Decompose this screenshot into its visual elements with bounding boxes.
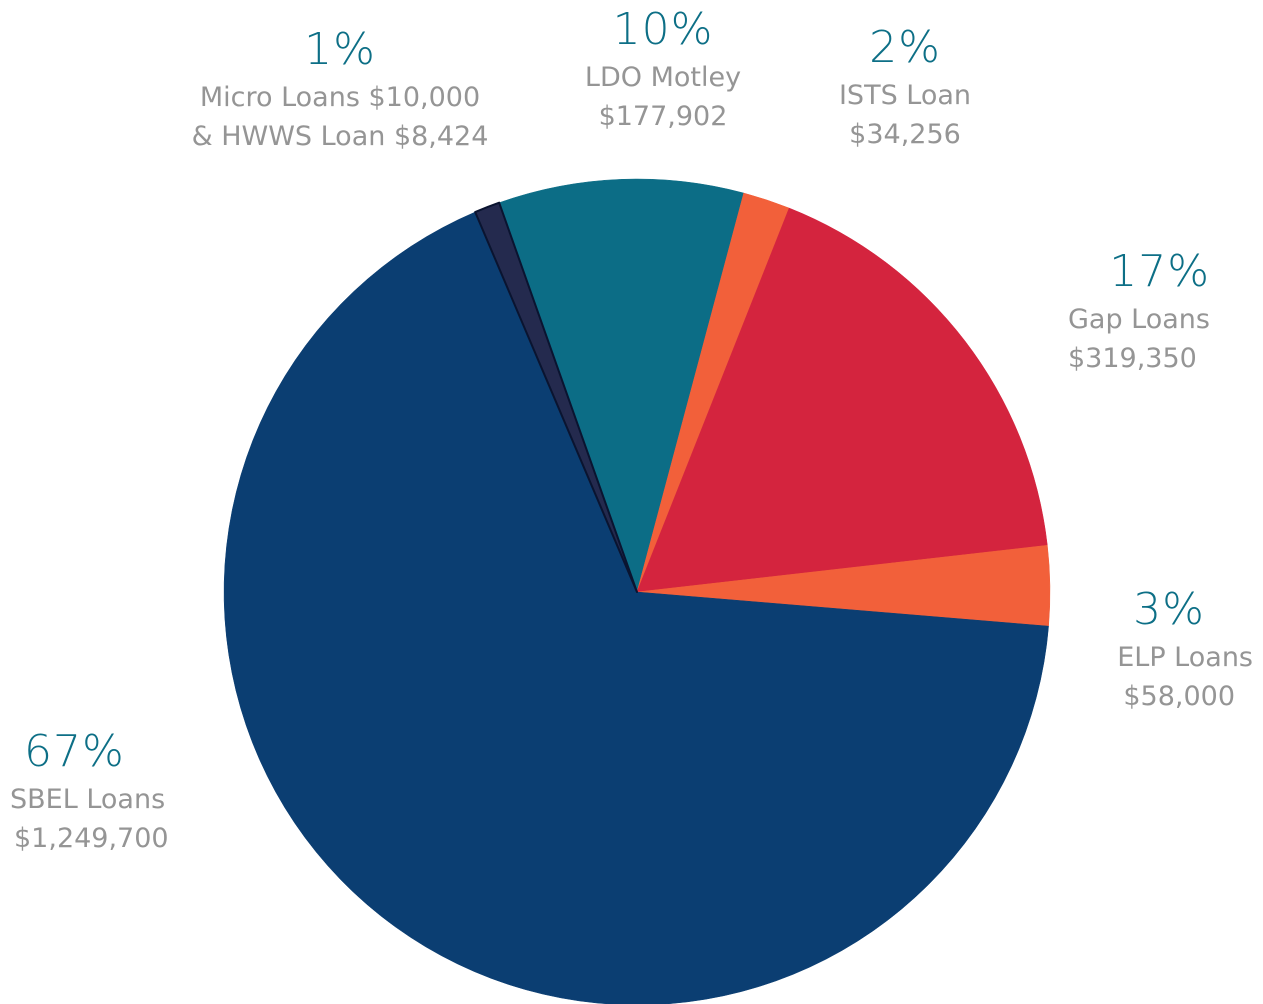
slice-percent-sbel: 67% <box>24 726 125 777</box>
slice-name-micro: Micro Loans $10,000 <box>199 82 481 113</box>
slice-percent-ists: 2% <box>869 22 941 73</box>
slice-label-micro: 1% Micro Loans $10,000 & HWWS Loan $8,42… <box>170 28 510 156</box>
slice-label-ists: 2% ISTS Loan $34,256 <box>810 26 1000 154</box>
slice-name-elp: ELP Loans <box>1117 642 1253 673</box>
slice-amount-gap: $319,350 <box>1068 343 1197 374</box>
slice-percent-gap: 17% <box>1109 246 1210 297</box>
slice-name-gap: Gap Loans <box>1067 304 1210 335</box>
pie-slice-ldo <box>498 178 745 593</box>
slice-label-elp: 3% ELP Loans $58,000 <box>1055 588 1253 716</box>
slice-amount-sbel: $1,249,700 <box>14 823 169 854</box>
slice-amount-elp: $58,000 <box>1123 681 1235 712</box>
slice-label-sbel: 67% SBEL Loans $1,249,700 <box>10 730 240 858</box>
slice-percent-micro: 1% <box>304 24 376 75</box>
pie-slices <box>223 178 1051 1004</box>
slice-amount-ists: $34,256 <box>849 119 961 150</box>
pie-slice-micro <box>474 201 638 593</box>
slice-percent-elp: 3% <box>1133 584 1205 635</box>
slice-percent-ldo: 10% <box>612 4 714 55</box>
pie-slice-sbel <box>223 211 1049 1004</box>
slice-name-sbel: SBEL Loans <box>10 784 166 815</box>
slice-name-ists: ISTS Loan <box>838 80 972 111</box>
slice-label-gap: 17% Gap Loans $319,350 <box>1010 250 1210 378</box>
pie-slice-gap <box>636 207 1048 593</box>
slice-amount-ldo: $177,902 <box>598 101 728 132</box>
slice-amount-micro: & HWWS Loan $8,424 <box>191 121 489 152</box>
slice-name-ldo: LDO Motley <box>584 62 742 93</box>
slice-label-ldo: 10% LDO Motley $177,902 <box>553 8 773 136</box>
